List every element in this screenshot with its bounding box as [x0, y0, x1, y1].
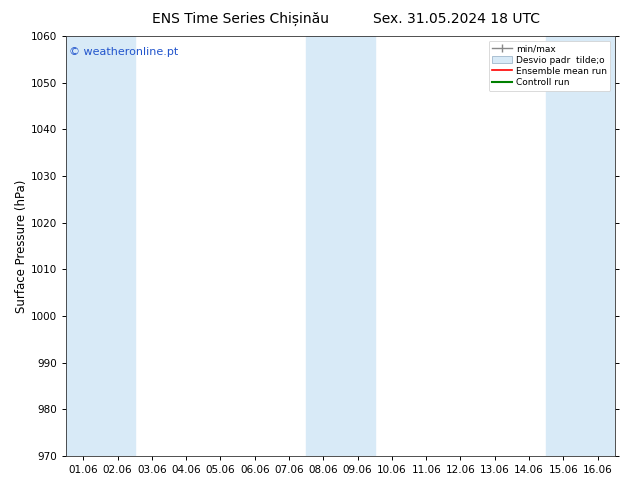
Text: © weatheronline.pt: © weatheronline.pt	[69, 47, 178, 57]
Bar	[306, 36, 375, 456]
Legend: min/max, Desvio padr  tilde;o, Ensemble mean run, Controll run: min/max, Desvio padr tilde;o, Ensemble m…	[489, 41, 611, 91]
Text: Sex. 31.05.2024 18 UTC: Sex. 31.05.2024 18 UTC	[373, 12, 540, 26]
Bar	[547, 36, 615, 456]
Text: ENS Time Series Chișinău: ENS Time Series Chișinău	[152, 12, 330, 26]
Y-axis label: Surface Pressure (hPa): Surface Pressure (hPa)	[15, 179, 28, 313]
Bar	[66, 36, 134, 456]
